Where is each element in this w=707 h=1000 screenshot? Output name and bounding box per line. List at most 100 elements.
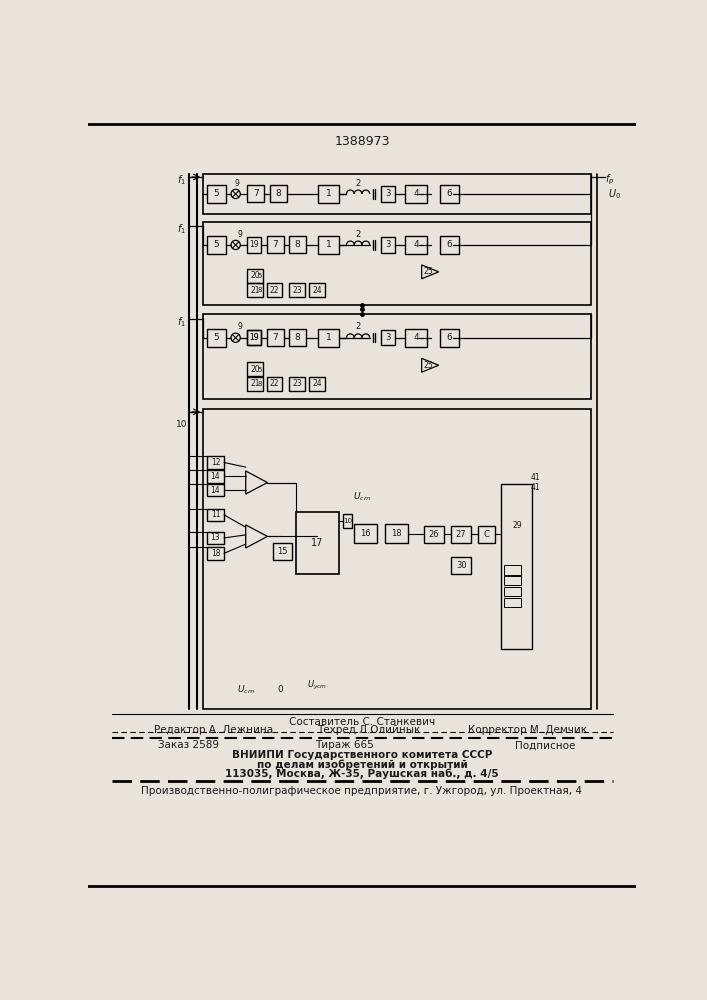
Text: $U_{cm}$: $U_{cm}$ xyxy=(353,491,371,503)
Bar xyxy=(203,409,590,709)
Text: 20: 20 xyxy=(250,271,259,280)
Text: 9: 9 xyxy=(237,230,242,239)
Text: 7: 7 xyxy=(272,240,278,249)
Text: 29: 29 xyxy=(512,521,522,530)
Text: Тираж 665: Тираж 665 xyxy=(315,740,373,750)
Text: $f_1$: $f_1$ xyxy=(177,173,186,187)
Bar xyxy=(203,314,590,399)
Text: 14: 14 xyxy=(211,472,221,481)
Text: 22: 22 xyxy=(269,379,279,388)
Bar xyxy=(424,526,444,543)
Text: 24: 24 xyxy=(312,286,322,295)
Bar xyxy=(207,470,224,483)
Text: 27: 27 xyxy=(456,530,467,539)
Text: Заказ 2589: Заказ 2589 xyxy=(158,740,219,750)
Text: 20: 20 xyxy=(250,365,259,374)
Bar xyxy=(247,283,263,297)
Text: 6: 6 xyxy=(447,333,452,342)
Text: 15: 15 xyxy=(277,547,288,556)
Text: 17: 17 xyxy=(311,538,324,548)
Text: 12: 12 xyxy=(211,458,220,467)
Text: 23: 23 xyxy=(292,379,302,388)
Text: 23: 23 xyxy=(292,286,302,295)
Bar xyxy=(203,174,590,214)
Text: 26: 26 xyxy=(428,530,439,539)
Text: 18: 18 xyxy=(392,529,402,538)
Text: $U_{cm}$: $U_{cm}$ xyxy=(237,684,255,696)
Text: C: C xyxy=(484,530,490,539)
Bar xyxy=(247,269,263,283)
Text: 4: 4 xyxy=(414,189,419,198)
Bar xyxy=(501,484,532,649)
Bar xyxy=(380,186,395,202)
Text: 8: 8 xyxy=(295,333,300,342)
Text: 6: 6 xyxy=(447,240,452,249)
Bar xyxy=(207,484,224,496)
Text: 5: 5 xyxy=(257,273,262,279)
Bar xyxy=(440,185,459,203)
Bar xyxy=(317,236,339,254)
Text: 19: 19 xyxy=(250,333,259,342)
Text: 113035, Москва, Ж-35, Раушская наб., д. 4/5: 113035, Москва, Ж-35, Раушская наб., д. … xyxy=(225,768,498,779)
Text: 2: 2 xyxy=(356,230,361,239)
Bar xyxy=(267,236,284,253)
Text: 19: 19 xyxy=(250,240,259,249)
Text: $f_p$: $f_p$ xyxy=(605,173,614,187)
Bar xyxy=(504,565,521,575)
Text: 7: 7 xyxy=(253,189,259,198)
Bar xyxy=(440,329,459,347)
Text: 4: 4 xyxy=(414,240,419,249)
Bar xyxy=(309,377,325,391)
Text: 8: 8 xyxy=(275,189,281,198)
Text: по делам изобретений и открытий: по делам изобретений и открытий xyxy=(257,759,467,770)
Text: 25: 25 xyxy=(423,267,433,276)
Text: $f_1$: $f_1$ xyxy=(177,315,186,329)
Text: $U_0$: $U_0$ xyxy=(607,187,621,201)
Text: Редактор А. Лежнина: Редактор А. Лежнина xyxy=(154,725,274,735)
Text: Техред Л.Олийнык: Техред Л.Олийнык xyxy=(317,725,421,735)
Text: 19: 19 xyxy=(250,333,259,342)
Bar xyxy=(203,222,590,305)
Text: 7: 7 xyxy=(272,333,278,342)
Bar xyxy=(440,236,459,254)
Bar xyxy=(354,524,378,543)
Bar xyxy=(317,329,339,347)
Text: Корректор М. Демчик: Корректор М. Демчик xyxy=(468,725,588,735)
Bar xyxy=(207,329,226,347)
Text: 2: 2 xyxy=(356,179,361,188)
Text: 10: 10 xyxy=(175,420,187,429)
Bar xyxy=(385,524,409,543)
Bar xyxy=(267,377,282,391)
Bar xyxy=(247,330,261,345)
Text: $U_{ycm}$: $U_{ycm}$ xyxy=(307,679,327,692)
Bar xyxy=(451,557,472,574)
Bar xyxy=(504,598,521,607)
Bar xyxy=(207,532,224,544)
Text: 3: 3 xyxy=(385,240,390,249)
Bar xyxy=(405,185,427,203)
Text: 11: 11 xyxy=(211,510,220,519)
Text: 8: 8 xyxy=(257,381,262,387)
Bar xyxy=(267,329,284,346)
Bar xyxy=(405,236,427,254)
Bar xyxy=(289,377,305,391)
Bar xyxy=(405,329,427,347)
Text: Производственно-полиграфическое предприятие, г. Ужгород, ул. Проектная, 4: Производственно-полиграфическое предприя… xyxy=(141,786,583,796)
Bar xyxy=(504,576,521,585)
Bar xyxy=(451,526,472,543)
Text: 21: 21 xyxy=(250,286,259,295)
Text: 25: 25 xyxy=(423,361,433,370)
Text: $f_1$: $f_1$ xyxy=(177,222,186,236)
Bar xyxy=(343,514,352,528)
Text: Подписное: Подписное xyxy=(515,740,575,750)
Text: 5: 5 xyxy=(214,333,219,342)
Text: 5: 5 xyxy=(214,240,219,249)
Text: 18: 18 xyxy=(211,549,220,558)
Text: 2: 2 xyxy=(356,322,361,331)
Bar xyxy=(207,236,226,254)
Text: 4: 4 xyxy=(414,333,419,342)
Bar xyxy=(296,512,339,574)
Text: ВНИИПИ Государственного комитета СССР: ВНИИПИ Государственного комитета СССР xyxy=(232,750,492,760)
Text: 9: 9 xyxy=(235,179,240,188)
Bar xyxy=(267,283,282,297)
